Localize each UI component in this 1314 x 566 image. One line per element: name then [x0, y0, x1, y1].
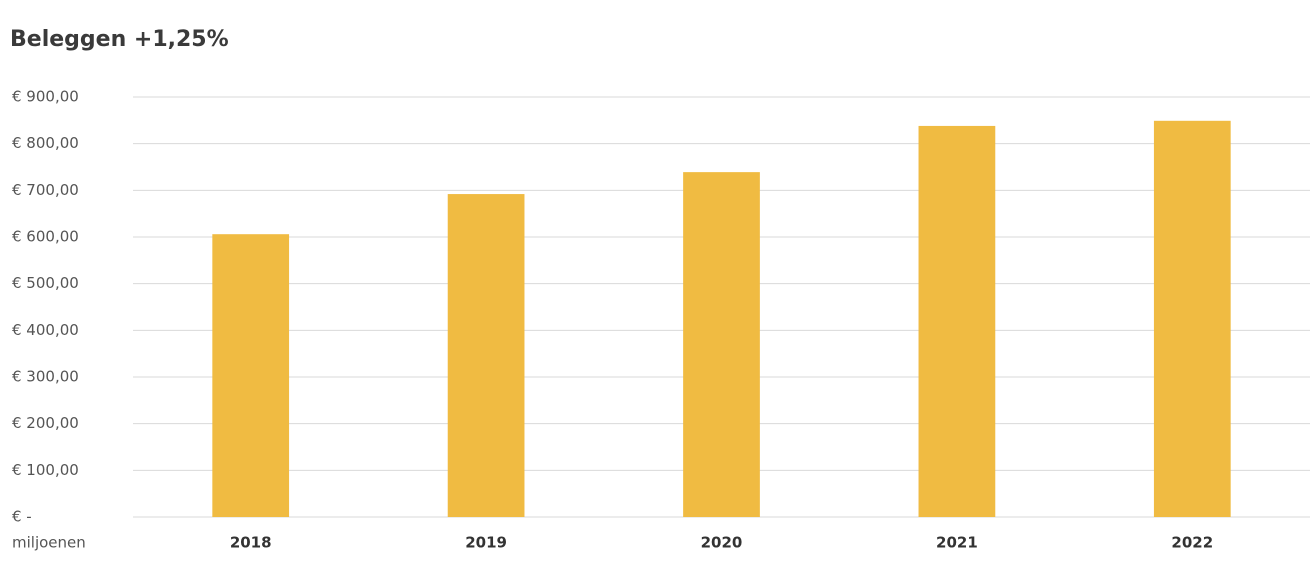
y-tick-label: € 200,00 — [12, 414, 79, 432]
y-tick-label: € 600,00 — [12, 228, 79, 246]
bar — [918, 125, 996, 517]
x-tick-label: 2018 — [230, 534, 272, 552]
bar — [683, 172, 760, 517]
x-tick-label: 2022 — [1171, 534, 1213, 552]
x-tick-label: 2020 — [701, 534, 743, 552]
y-tick-label: € 500,00 — [12, 274, 79, 292]
x-tick-label: 2021 — [936, 534, 978, 552]
y-tick-label: € - — [12, 508, 32, 526]
chart-title: Beleggen +1,25% — [10, 27, 229, 52]
bar — [1153, 120, 1231, 518]
y-tick-label: € 300,00 — [12, 368, 79, 386]
y-tick-label: € 400,00 — [12, 321, 79, 339]
bar — [447, 194, 525, 518]
x-tick-label: 2019 — [465, 534, 507, 552]
y-tick-label: € 700,00 — [12, 181, 79, 199]
y-tick-label: € 900,00 — [12, 88, 79, 106]
bar — [212, 234, 290, 517]
y-tick-label: € 100,00 — [12, 461, 79, 479]
y-unit-label: miljoenen — [12, 534, 86, 552]
y-tick-label: € 800,00 — [12, 134, 79, 152]
